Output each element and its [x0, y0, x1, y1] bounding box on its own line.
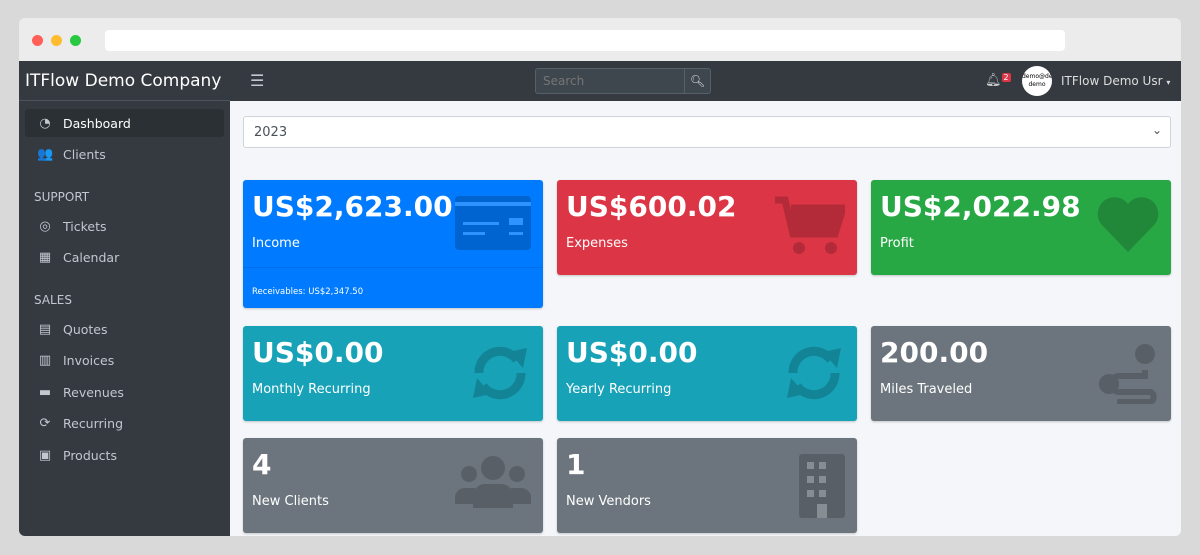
stat-card-miles-traveled[interactable]: 200.00 Miles Traveled [871, 326, 1171, 421]
stat-card-expenses[interactable]: US$600.02 Expenses [557, 180, 857, 275]
shopping-cart-icon [775, 196, 848, 260]
stat-value: 4 [252, 448, 272, 481]
sync-icon [469, 342, 531, 408]
sidebar: ITFlow Demo Company ◔ Dashboard 👥 Clients … [19, 61, 230, 536]
stat-label: Monthly Recurring [252, 382, 371, 397]
stat-value: US$2,623.00 [252, 190, 453, 223]
credit-card-icon [455, 196, 531, 254]
stat-value: 1 [566, 448, 586, 481]
search-button[interactable]: 🔍︎ [684, 69, 710, 93]
stat-card-profit[interactable]: US$2,022.98 Profit [871, 180, 1171, 275]
year-select[interactable]: 2023 ⌄ [243, 116, 1171, 148]
sidebar-item-revenues[interactable]: ▬ Revenues [25, 378, 224, 406]
stat-card-monthly-recurring[interactable]: US$0.00 Monthly Recurring [243, 326, 543, 421]
notifications-button[interactable]: 🔔︎ 2 [985, 73, 1011, 88]
label: Recurring [63, 416, 123, 431]
stat-label: Miles Traveled [880, 382, 973, 397]
brand[interactable]: ITFlow Demo Company [19, 61, 230, 101]
stat-value: 200.00 [880, 336, 989, 369]
label: Dashboard [63, 115, 131, 131]
credit-card-icon: ▬ [38, 384, 52, 400]
browser-window: ITFlow Demo Company ◔ Dashboard 👥 Clients … [19, 18, 1181, 536]
box-icon: ▣ [38, 447, 52, 463]
label: Revenues [63, 384, 124, 400]
sidebar-item-clients[interactable]: 👥 Clients [25, 141, 224, 169]
browser-chrome [19, 18, 1181, 61]
stat-card-new-clients[interactable]: 4 New Clients [243, 438, 543, 533]
stat-value: US$600.02 [566, 190, 737, 223]
stat-label: Expenses [566, 236, 628, 251]
stat-label: Yearly Recurring [566, 382, 672, 397]
heart-icon [1097, 196, 1159, 256]
sales-header: SALES [34, 293, 72, 307]
label: Quotes [63, 321, 108, 337]
stat-value: US$2,022.98 [880, 190, 1081, 223]
sidebar-item-dashboard[interactable]: ◔ Dashboard [25, 109, 224, 137]
sidebar-item-invoices[interactable]: ▥ Invoices [25, 347, 224, 375]
sync-icon: ⟳ [39, 416, 51, 431]
building-icon [799, 454, 845, 522]
stat-label: Income [252, 236, 300, 251]
stat-card-income[interactable]: US$2,623.00 Income Receivables: US$2,347.5… [243, 180, 543, 308]
sidebar-item-quotes[interactable]: ▤ Quotes [25, 315, 224, 343]
stat-card-new-vendors[interactable]: 1 New Vendors [557, 438, 857, 533]
search-input[interactable] [536, 69, 684, 93]
label: Invoices [63, 353, 115, 368]
users-icon: 👥 [37, 147, 54, 162]
caret-down-icon: ▾ [1166, 78, 1171, 87]
dashboard-content: 2023 ⌄ US$2,623.00 Income Receivables: US$2… [230, 101, 1181, 536]
stat-card-yearly-recurring[interactable]: US$0.00 Yearly Recurring [557, 326, 857, 421]
invoice-icon: ▥ [38, 353, 52, 368]
stat-value: US$0.00 [566, 336, 698, 369]
label: Tickets [63, 218, 107, 234]
stat-value: US$0.00 [252, 336, 384, 369]
avatar[interactable]: demo@demo demo [1022, 66, 1052, 96]
sync-icon [783, 342, 845, 408]
search-icon: 🔍︎ [689, 74, 706, 88]
label: Clients [63, 147, 106, 162]
bell-icon: 🔔︎ [985, 73, 1002, 88]
notification-badge: 2 [1001, 73, 1011, 82]
sidebar-item-products[interactable]: ▣ Products [25, 441, 224, 469]
file-icon: ▤ [38, 321, 52, 337]
sidebar-item-tickets[interactable]: ◎ Tickets [25, 212, 224, 240]
label: Calendar [63, 250, 120, 265]
tachometer-icon: ◔ [39, 115, 51, 131]
stat-label: New Vendors [566, 494, 651, 509]
receivables-footer[interactable]: Receivables: US$2,347.50 [252, 287, 364, 297]
year-value: 2023 [254, 125, 288, 140]
maximize-dot[interactable] [70, 35, 81, 46]
support-header: SUPPORT [34, 190, 90, 204]
label: Products [63, 447, 117, 463]
user-menu[interactable]: ITFlow Demo Usr ▾ [1061, 74, 1170, 88]
search-box: 🔍︎ [535, 68, 711, 94]
close-dot[interactable] [32, 35, 43, 46]
user-name: ITFlow Demo Usr [1061, 74, 1163, 88]
hamburger-menu-icon[interactable]: ☰ [250, 71, 265, 90]
sidebar-item-calendar[interactable]: ▦ Calendar [25, 244, 224, 272]
calendar-icon: ▦ [38, 250, 52, 265]
stat-label: New Clients [252, 494, 329, 509]
top-navbar: ☰ 🔍︎ 🔔︎2 demo@demo demo ITFlow Demo Usr … [230, 61, 1181, 101]
address-bar[interactable] [105, 30, 1065, 51]
stat-label: Profit [880, 236, 914, 251]
life-ring-icon: ◎ [39, 218, 51, 234]
chevron-down-icon: ⌄ [1151, 123, 1162, 137]
route-icon [1097, 342, 1159, 408]
users-icon [454, 454, 532, 512]
sidebar-item-recurring[interactable]: ⟳ Recurring [25, 410, 224, 438]
minimize-dot[interactable] [51, 35, 62, 46]
